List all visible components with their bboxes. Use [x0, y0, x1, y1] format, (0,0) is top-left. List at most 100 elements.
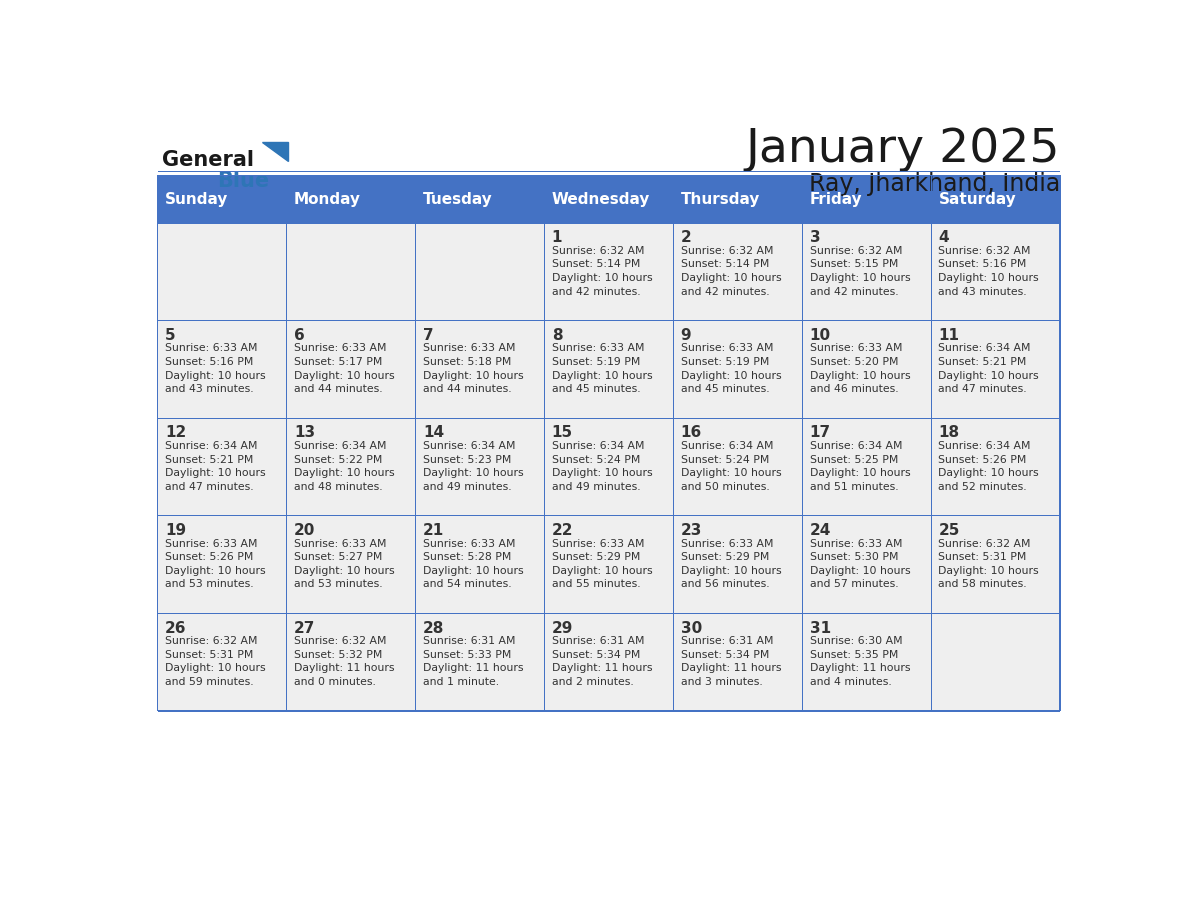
Bar: [931, 613, 1060, 711]
Text: 12: 12: [165, 425, 187, 441]
Text: 4: 4: [939, 230, 949, 245]
Text: 19: 19: [165, 523, 187, 538]
Text: 31: 31: [809, 621, 830, 635]
Text: Thursday: Thursday: [681, 192, 760, 207]
Text: 14: 14: [423, 425, 444, 441]
Bar: [286, 613, 416, 711]
Text: January 2025: January 2025: [746, 127, 1060, 172]
Text: 16: 16: [681, 425, 702, 441]
Text: Sunrise: 6:33 AM
Sunset: 5:28 PM
Daylight: 10 hours
and 54 minutes.: Sunrise: 6:33 AM Sunset: 5:28 PM Dayligh…: [423, 539, 524, 589]
Text: 6: 6: [293, 328, 304, 342]
Bar: [802, 175, 931, 223]
Text: Sunrise: 6:33 AM
Sunset: 5:26 PM
Daylight: 10 hours
and 53 minutes.: Sunrise: 6:33 AM Sunset: 5:26 PM Dayligh…: [165, 539, 266, 589]
Text: 7: 7: [423, 328, 434, 342]
Text: 2: 2: [681, 230, 691, 245]
Text: Blue: Blue: [217, 171, 270, 191]
Text: 3: 3: [809, 230, 820, 245]
Text: Sunrise: 6:34 AM
Sunset: 5:26 PM
Daylight: 10 hours
and 52 minutes.: Sunrise: 6:34 AM Sunset: 5:26 PM Dayligh…: [939, 441, 1040, 492]
Text: Sunrise: 6:32 AM
Sunset: 5:14 PM
Daylight: 10 hours
and 42 minutes.: Sunrise: 6:32 AM Sunset: 5:14 PM Dayligh…: [551, 246, 652, 297]
Text: 17: 17: [809, 425, 830, 441]
Bar: [158, 418, 1060, 419]
Bar: [158, 516, 286, 613]
Bar: [286, 419, 416, 516]
Text: 22: 22: [551, 523, 574, 538]
Bar: [544, 516, 674, 613]
Text: Sunday: Sunday: [165, 192, 228, 207]
Bar: [674, 419, 802, 516]
Text: General: General: [163, 150, 254, 170]
Bar: [931, 320, 1060, 419]
Text: 28: 28: [423, 621, 444, 635]
Bar: [158, 613, 1060, 614]
Text: Sunrise: 6:33 AM
Sunset: 5:20 PM
Daylight: 10 hours
and 46 minutes.: Sunrise: 6:33 AM Sunset: 5:20 PM Dayligh…: [809, 343, 910, 394]
Text: 1: 1: [551, 230, 562, 245]
Text: 29: 29: [551, 621, 573, 635]
Text: 21: 21: [423, 523, 444, 538]
Text: 8: 8: [551, 328, 562, 342]
Text: 25: 25: [939, 523, 960, 538]
Text: Ray, Jharkhand, India: Ray, Jharkhand, India: [809, 173, 1060, 196]
Bar: [544, 175, 674, 223]
Text: Sunrise: 6:30 AM
Sunset: 5:35 PM
Daylight: 11 hours
and 4 minutes.: Sunrise: 6:30 AM Sunset: 5:35 PM Dayligh…: [809, 636, 910, 687]
Bar: [931, 419, 1060, 516]
Text: Sunrise: 6:31 AM
Sunset: 5:34 PM
Daylight: 11 hours
and 2 minutes.: Sunrise: 6:31 AM Sunset: 5:34 PM Dayligh…: [551, 636, 652, 687]
Bar: [674, 223, 802, 320]
Bar: [158, 320, 286, 419]
Text: Sunrise: 6:33 AM
Sunset: 5:30 PM
Daylight: 10 hours
and 57 minutes.: Sunrise: 6:33 AM Sunset: 5:30 PM Dayligh…: [809, 539, 910, 589]
Text: Sunrise: 6:32 AM
Sunset: 5:32 PM
Daylight: 11 hours
and 0 minutes.: Sunrise: 6:32 AM Sunset: 5:32 PM Dayligh…: [293, 636, 394, 687]
Text: Sunrise: 6:33 AM
Sunset: 5:27 PM
Daylight: 10 hours
and 53 minutes.: Sunrise: 6:33 AM Sunset: 5:27 PM Dayligh…: [293, 539, 394, 589]
Text: Tuesday: Tuesday: [423, 192, 493, 207]
Bar: [416, 320, 544, 419]
Text: 26: 26: [165, 621, 187, 635]
Text: Sunrise: 6:31 AM
Sunset: 5:34 PM
Daylight: 11 hours
and 3 minutes.: Sunrise: 6:31 AM Sunset: 5:34 PM Dayligh…: [681, 636, 782, 687]
Text: Sunrise: 6:34 AM
Sunset: 5:24 PM
Daylight: 10 hours
and 50 minutes.: Sunrise: 6:34 AM Sunset: 5:24 PM Dayligh…: [681, 441, 782, 492]
Bar: [158, 419, 286, 516]
Text: 13: 13: [293, 425, 315, 441]
Text: Sunrise: 6:33 AM
Sunset: 5:29 PM
Daylight: 10 hours
and 56 minutes.: Sunrise: 6:33 AM Sunset: 5:29 PM Dayligh…: [681, 539, 782, 589]
Bar: [674, 175, 802, 223]
Bar: [544, 613, 674, 711]
Bar: [286, 516, 416, 613]
Bar: [286, 223, 416, 320]
Text: Sunrise: 6:34 AM
Sunset: 5:23 PM
Daylight: 10 hours
and 49 minutes.: Sunrise: 6:34 AM Sunset: 5:23 PM Dayligh…: [423, 441, 524, 492]
Text: Sunrise: 6:32 AM
Sunset: 5:31 PM
Daylight: 10 hours
and 58 minutes.: Sunrise: 6:32 AM Sunset: 5:31 PM Dayligh…: [939, 539, 1040, 589]
Text: Sunrise: 6:34 AM
Sunset: 5:22 PM
Daylight: 10 hours
and 48 minutes.: Sunrise: 6:34 AM Sunset: 5:22 PM Dayligh…: [293, 441, 394, 492]
Bar: [416, 516, 544, 613]
Text: 20: 20: [293, 523, 315, 538]
Text: Wednesday: Wednesday: [551, 192, 650, 207]
Text: 5: 5: [165, 328, 176, 342]
Bar: [802, 516, 931, 613]
Polygon shape: [261, 142, 287, 161]
Text: Monday: Monday: [293, 192, 361, 207]
Text: Sunrise: 6:33 AM
Sunset: 5:18 PM
Daylight: 10 hours
and 44 minutes.: Sunrise: 6:33 AM Sunset: 5:18 PM Dayligh…: [423, 343, 524, 394]
Text: Sunrise: 6:34 AM
Sunset: 5:21 PM
Daylight: 10 hours
and 47 minutes.: Sunrise: 6:34 AM Sunset: 5:21 PM Dayligh…: [939, 343, 1040, 394]
Bar: [158, 223, 286, 320]
Text: 10: 10: [809, 328, 830, 342]
Text: Sunrise: 6:34 AM
Sunset: 5:24 PM
Daylight: 10 hours
and 49 minutes.: Sunrise: 6:34 AM Sunset: 5:24 PM Dayligh…: [551, 441, 652, 492]
Bar: [931, 516, 1060, 613]
Bar: [286, 320, 416, 419]
Bar: [544, 419, 674, 516]
Bar: [416, 223, 544, 320]
Text: Sunrise: 6:33 AM
Sunset: 5:29 PM
Daylight: 10 hours
and 55 minutes.: Sunrise: 6:33 AM Sunset: 5:29 PM Dayligh…: [551, 539, 652, 589]
Bar: [158, 174, 1060, 175]
Bar: [416, 419, 544, 516]
Text: 15: 15: [551, 425, 573, 441]
Bar: [802, 223, 931, 320]
Text: 11: 11: [939, 328, 960, 342]
Text: Sunrise: 6:31 AM
Sunset: 5:33 PM
Daylight: 11 hours
and 1 minute.: Sunrise: 6:31 AM Sunset: 5:33 PM Dayligh…: [423, 636, 524, 687]
Text: Sunrise: 6:32 AM
Sunset: 5:31 PM
Daylight: 10 hours
and 59 minutes.: Sunrise: 6:32 AM Sunset: 5:31 PM Dayligh…: [165, 636, 266, 687]
Text: Sunrise: 6:33 AM
Sunset: 5:19 PM
Daylight: 10 hours
and 45 minutes.: Sunrise: 6:33 AM Sunset: 5:19 PM Dayligh…: [551, 343, 652, 394]
Bar: [544, 223, 674, 320]
Bar: [158, 223, 1060, 224]
Bar: [674, 613, 802, 711]
Text: Sunrise: 6:34 AM
Sunset: 5:25 PM
Daylight: 10 hours
and 51 minutes.: Sunrise: 6:34 AM Sunset: 5:25 PM Dayligh…: [809, 441, 910, 492]
Bar: [286, 175, 416, 223]
Text: 24: 24: [809, 523, 830, 538]
Bar: [158, 515, 1060, 517]
Text: 9: 9: [681, 328, 691, 342]
Bar: [158, 613, 286, 711]
Bar: [674, 516, 802, 613]
Bar: [158, 175, 286, 223]
Text: Sunrise: 6:32 AM
Sunset: 5:15 PM
Daylight: 10 hours
and 42 minutes.: Sunrise: 6:32 AM Sunset: 5:15 PM Dayligh…: [809, 246, 910, 297]
